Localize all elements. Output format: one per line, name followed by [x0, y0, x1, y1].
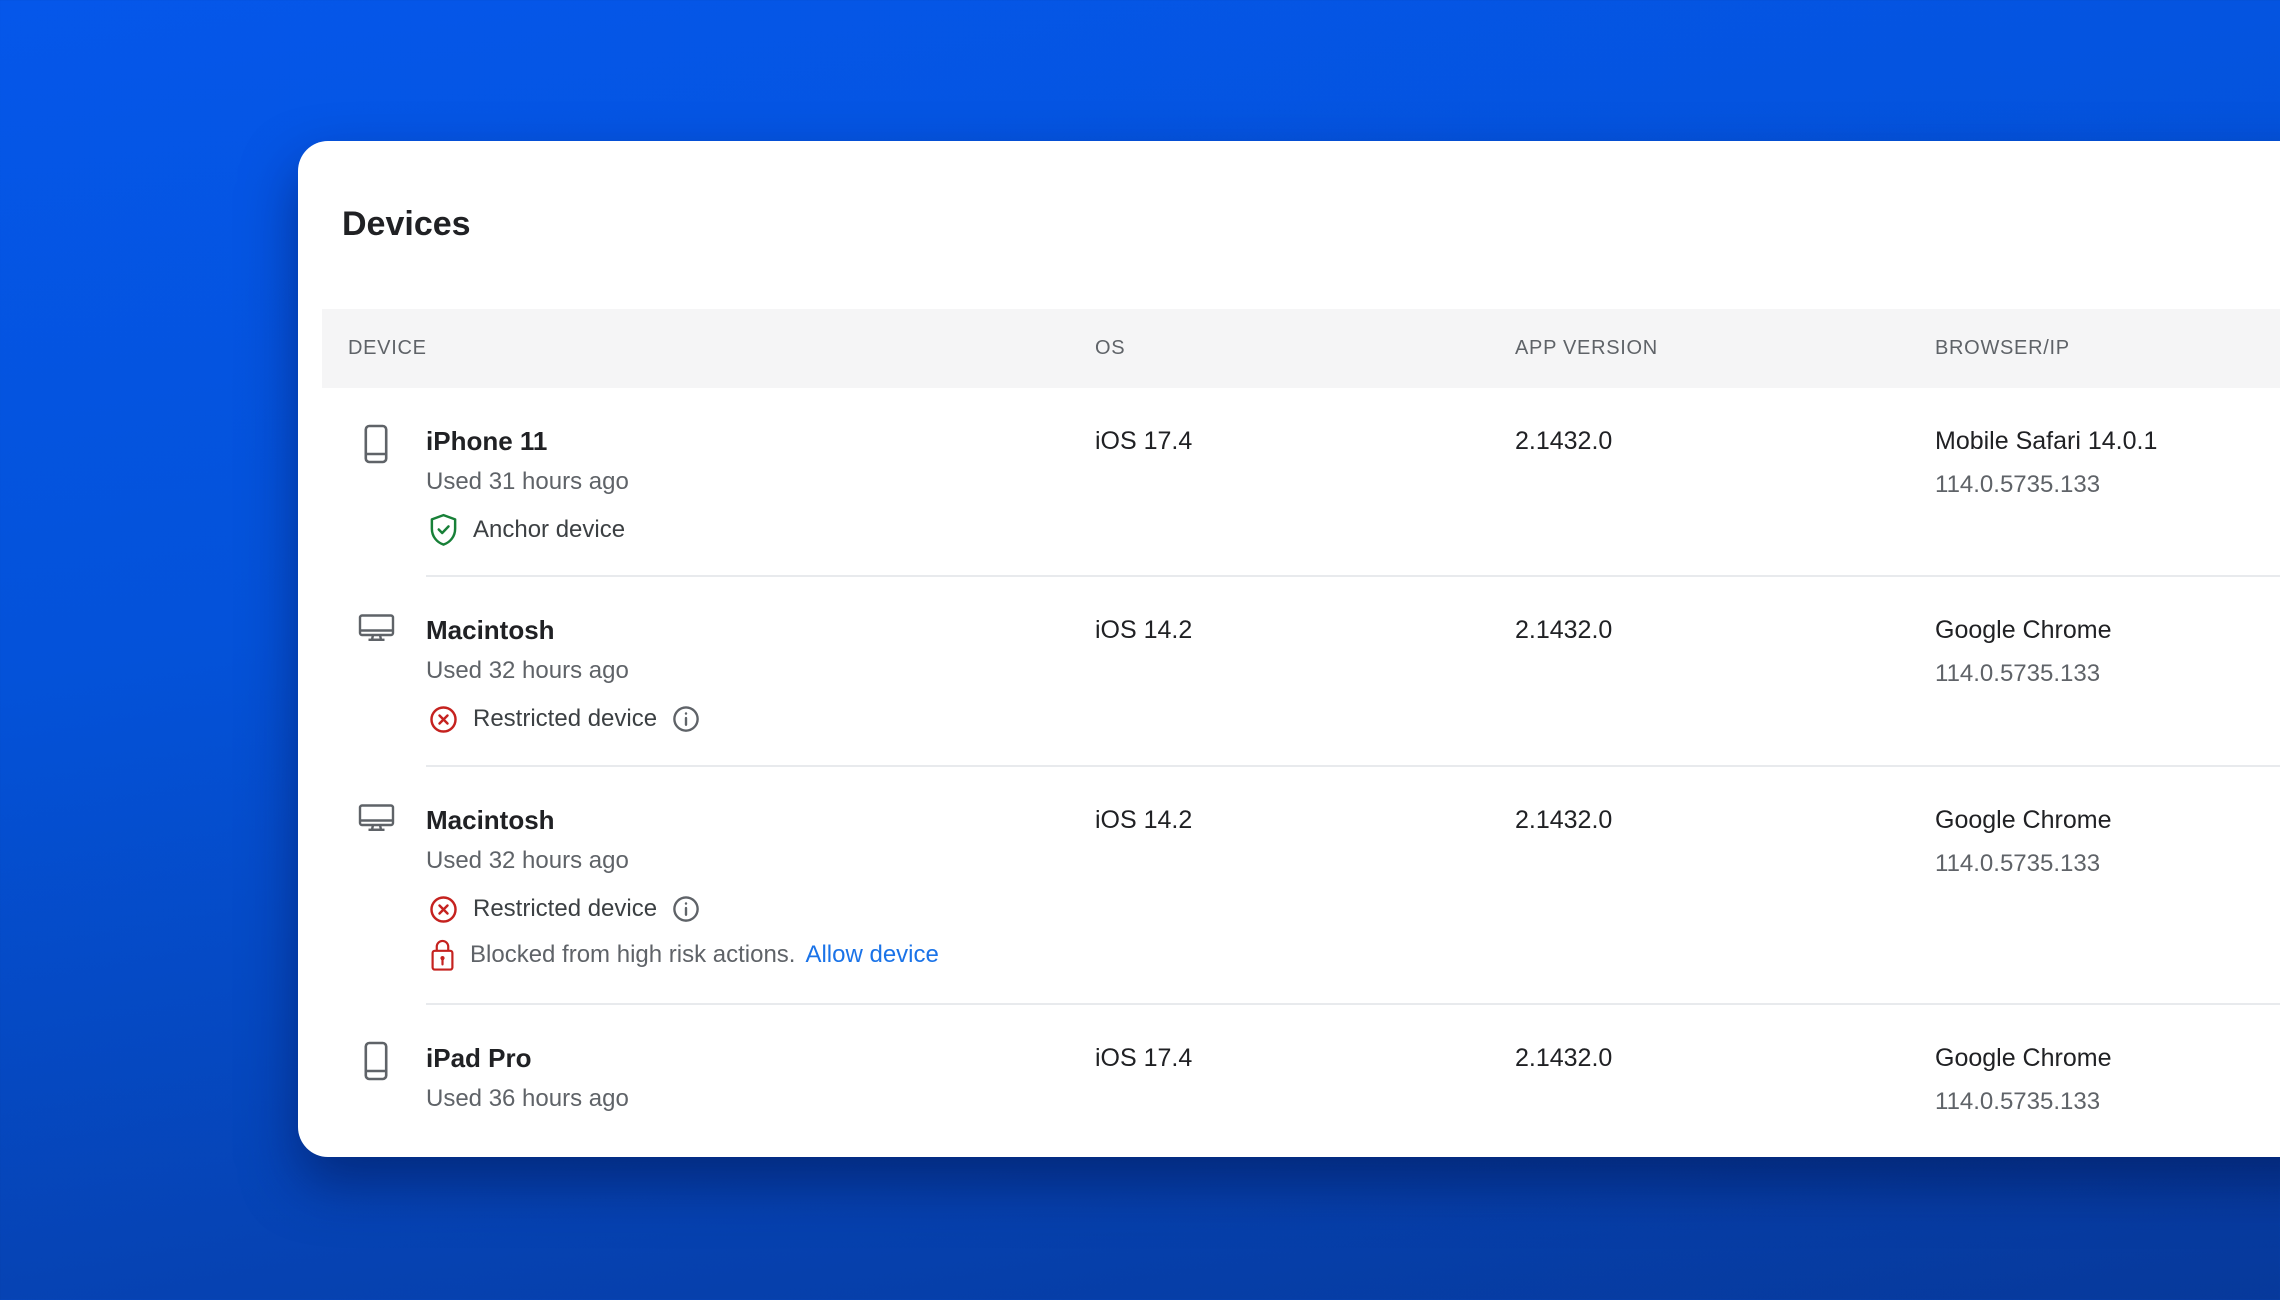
table-row: iPhone 11 Used 31 hours ago Anchor devic… [322, 388, 2280, 577]
ip-address: 114.0.5735.133 [1935, 660, 2101, 687]
browser-name: Mobile Safari 14.0.1 [1935, 427, 2158, 455]
badge-label: Restricted device [473, 895, 658, 922]
browser-ip-cell: Mobile Safari 14.0.1 114.0.5735.133 [1909, 388, 2280, 577]
column-header-device: DEVICE [348, 337, 427, 359]
badge-label: Restricted device [473, 705, 658, 732]
device-cell: Macintosh Used 32 hours ago Restricted d… [322, 577, 1069, 767]
lock-icon [430, 938, 455, 973]
smartphone-icon [356, 422, 396, 464]
device-name: iPad Pro [426, 1043, 532, 1073]
os-cell: iOS 14.2 [1095, 616, 1193, 644]
badge-label: Anchor device [473, 516, 626, 543]
device-last-used: Used 31 hours ago [426, 468, 629, 495]
desktop-icon [356, 611, 396, 644]
tablet-icon [356, 1039, 396, 1081]
app-version-cell: 2.1432.0 [1515, 427, 1613, 455]
info-icon[interactable] [671, 704, 701, 734]
table-row: iPad Pro Used 36 hours ago iOS 17.4 2.14… [322, 1005, 2280, 1157]
device-cell: Macintosh Used 32 hours ago Restricted d… [322, 767, 1069, 1005]
device-table-body: iPhone 11 Used 31 hours ago Anchor devic… [322, 388, 2280, 1157]
column-header-browser-ip: BROWSER/IP [1935, 337, 2070, 359]
browser-ip-cell: Google Chrome 114.0.5735.133 [1909, 1005, 2280, 1157]
circle-x-icon [428, 704, 459, 735]
table-header: DEVICE OS APP VERSION BROWSER/IP [322, 309, 2280, 388]
column-header-app-version: APP VERSION [1515, 337, 1658, 359]
browser-ip-cell: Google Chrome 114.0.5735.133 [1909, 577, 2280, 767]
device-text: iPad Pro Used 36 hours ago [426, 1039, 629, 1117]
restricted-device-badge: Restricted device [426, 701, 701, 737]
devices-card: Devices DEVICE OS APP VERSION BROWSER/IP… [298, 141, 2280, 1157]
browser-name: Google Chrome [1935, 616, 2112, 644]
blocked-status-line: Blocked from high risk actions. Allow de… [426, 937, 939, 973]
os-cell: iOS 14.2 [1095, 806, 1193, 834]
browser-name: Google Chrome [1935, 1044, 2112, 1072]
page-title: Devices [342, 205, 471, 243]
os-cell: iOS 17.4 [1095, 427, 1193, 455]
device-name: Macintosh [426, 615, 555, 645]
device-last-used: Used 32 hours ago [426, 657, 629, 684]
app-version-cell: 2.1432.0 [1515, 806, 1613, 834]
column-header-os: OS [1095, 337, 1126, 359]
device-name: iPhone 11 [426, 426, 548, 456]
shield-check-icon [428, 513, 459, 547]
device-text: iPhone 11 Used 31 hours ago Anchor devic… [426, 422, 629, 548]
circle-x-icon [428, 894, 459, 925]
ip-address: 114.0.5735.133 [1935, 1088, 2101, 1115]
restricted-device-badge: Restricted device [426, 891, 939, 927]
table-row: Macintosh Used 32 hours ago Restricted d… [322, 577, 2280, 767]
allow-device-link[interactable]: Allow device [805, 941, 939, 968]
device-last-used: Used 32 hours ago [426, 847, 629, 874]
table-row: Macintosh Used 32 hours ago Restricted d… [322, 767, 2280, 1005]
browser-name: Google Chrome [1935, 806, 2112, 834]
anchor-device-badge: Anchor device [426, 512, 629, 548]
device-cell: iPhone 11 Used 31 hours ago Anchor devic… [322, 388, 1069, 577]
device-last-used: Used 36 hours ago [426, 1085, 629, 1112]
device-text: Macintosh Used 32 hours ago Restricted d… [426, 801, 939, 973]
browser-ip-cell: Google Chrome 114.0.5735.133 [1909, 767, 2280, 1005]
info-icon[interactable] [671, 894, 701, 924]
desktop-icon [356, 801, 396, 834]
device-name: Macintosh [426, 805, 555, 835]
app-version-cell: 2.1432.0 [1515, 616, 1613, 644]
device-cell: iPad Pro Used 36 hours ago [322, 1005, 1069, 1157]
app-version-cell: 2.1432.0 [1515, 1044, 1613, 1072]
ip-address: 114.0.5735.133 [1935, 850, 2101, 877]
device-text: Macintosh Used 32 hours ago Restricted d… [426, 611, 701, 737]
blocked-text: Blocked from high risk actions. [470, 941, 796, 968]
ip-address: 114.0.5735.133 [1935, 471, 2101, 498]
os-cell: iOS 17.4 [1095, 1044, 1193, 1072]
